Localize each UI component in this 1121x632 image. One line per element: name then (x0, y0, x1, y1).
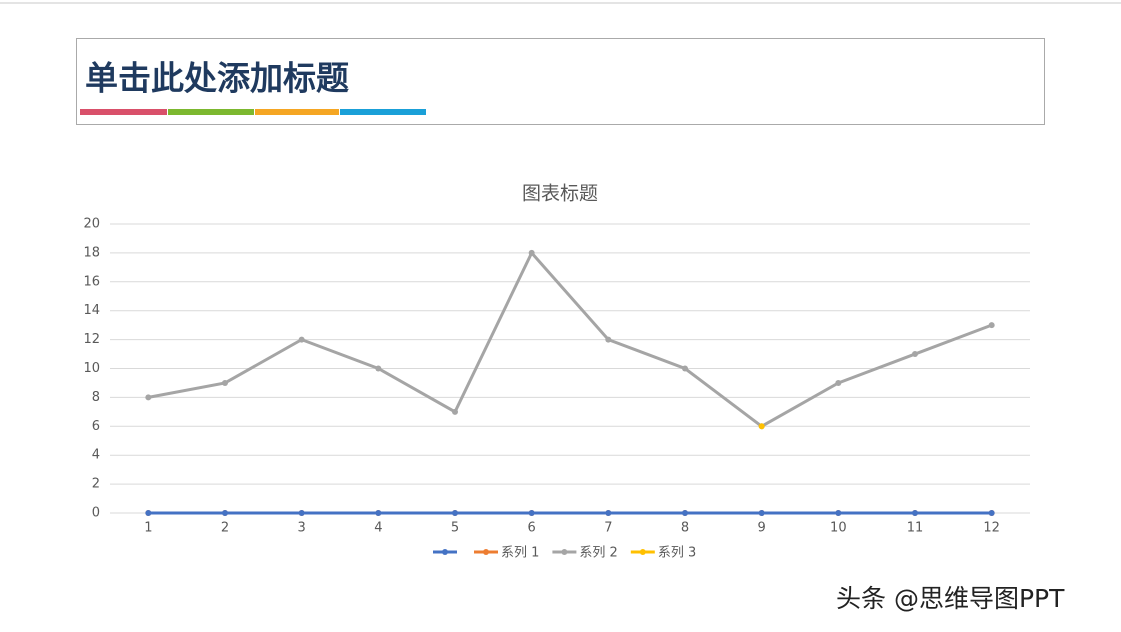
strip (340, 109, 426, 115)
point (682, 510, 688, 516)
point (452, 408, 458, 415)
x-tick-label: 8 (681, 521, 689, 536)
y-tick-label: 4 (92, 448, 100, 463)
x-tick-label: 7 (604, 521, 612, 536)
point (145, 510, 152, 516)
point (605, 336, 612, 343)
series-line (148, 250, 993, 429)
legend-label: 系列 3 (658, 546, 696, 561)
point (605, 510, 612, 516)
strip (80, 109, 167, 115)
point (835, 379, 842, 386)
legend-marker (442, 549, 448, 555)
y-tick-label: 8 (92, 390, 100, 405)
point (298, 336, 305, 343)
y-tick-label: 20 (83, 217, 100, 232)
legend-marker (561, 549, 568, 555)
point (758, 423, 765, 430)
y-tick-label: 2 (92, 477, 100, 492)
strip (255, 109, 339, 115)
y-tick-label: 0 (92, 506, 100, 521)
point (682, 365, 688, 372)
point (375, 510, 382, 516)
legend-label: 系列 1 (501, 546, 539, 561)
x-tick-label: 4 (374, 521, 382, 536)
point (452, 510, 458, 516)
point (912, 510, 918, 516)
x-tick-label: 10 (830, 521, 847, 536)
x-tick-label: 2 (221, 521, 229, 536)
y-tick-label: 18 (83, 245, 100, 260)
point (988, 510, 995, 516)
point (222, 510, 228, 516)
point (758, 510, 765, 516)
point (298, 510, 305, 516)
legend-label: 系列 2 (579, 546, 617, 561)
x-tick-label: 1 (144, 521, 152, 536)
y-tick-label: 12 (83, 332, 100, 347)
watermark: 头条 @思维导图PPT (836, 584, 1065, 613)
point (528, 249, 535, 256)
chart-title: 图表标题 (522, 183, 598, 205)
x-tick-label: 11 (907, 521, 924, 536)
point (528, 510, 535, 516)
x-tick-label: 12 (983, 521, 1000, 536)
point (912, 351, 918, 358)
x-tick-label: 5 (451, 521, 459, 536)
title-box[interactable] (76, 38, 1045, 125)
point (145, 394, 152, 401)
point (988, 322, 995, 329)
legend-marker (639, 549, 646, 555)
y-tick-label: 6 (92, 419, 100, 434)
x-tick-label: 3 (298, 521, 306, 536)
y-tick-label: 16 (83, 274, 100, 289)
x-tick-label: 9 (758, 521, 766, 536)
y-tick-label: 14 (83, 303, 100, 318)
point (835, 510, 842, 516)
point (222, 379, 228, 386)
legend-marker (483, 549, 489, 555)
x-tick-label: 6 (528, 521, 536, 536)
y-tick-label: 10 (83, 361, 100, 376)
slide-title[interactable]: 单击此处添加标题 (85, 59, 349, 98)
strip (168, 109, 254, 115)
point (375, 365, 382, 372)
